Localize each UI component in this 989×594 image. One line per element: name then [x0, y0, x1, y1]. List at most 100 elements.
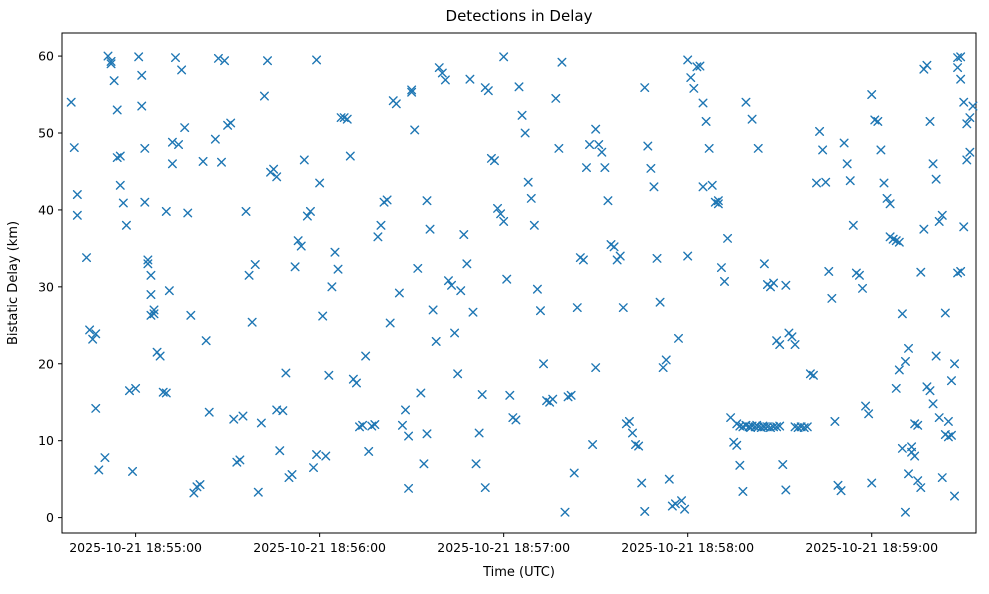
scatter-point	[864, 409, 874, 419]
scatter-point	[815, 126, 825, 136]
scatter-point	[241, 206, 251, 216]
scatter-point	[585, 140, 595, 150]
scatter-point	[873, 116, 883, 126]
scatter-point	[925, 116, 935, 126]
scatter-point	[695, 61, 705, 71]
scatter-point	[735, 460, 745, 470]
scatter-point	[66, 97, 76, 107]
scatter-point	[247, 317, 257, 327]
scatter-point	[664, 474, 674, 484]
scatter-point	[210, 134, 220, 144]
x-tick-label: 2025-10-21 18:57:00	[437, 540, 570, 555]
scatter-point	[416, 388, 426, 398]
scatter-point	[824, 266, 834, 276]
scatter-point	[318, 311, 328, 321]
scatter-point	[453, 369, 463, 379]
scatter-point	[496, 209, 506, 219]
scatter-point	[723, 233, 733, 243]
y-tick-label: 50	[38, 126, 54, 141]
scatter-point	[296, 241, 306, 251]
scatter-point	[535, 306, 545, 316]
scatter-point	[686, 73, 696, 83]
scatter-point	[539, 359, 549, 369]
scatter-point	[312, 450, 322, 460]
scatter-point	[940, 308, 950, 318]
scatter-point	[790, 422, 800, 432]
scatter-point	[591, 124, 601, 134]
scatter-point	[818, 145, 828, 155]
scatter-point	[716, 263, 726, 273]
scatter-point	[741, 97, 751, 107]
scatter-point	[643, 141, 653, 151]
scatter-point	[342, 114, 352, 124]
scatter-point	[965, 147, 975, 157]
scatter-point	[882, 193, 892, 203]
scatter-point	[121, 220, 131, 230]
scatter-point	[885, 199, 895, 209]
scatter-point	[401, 405, 411, 415]
scatter-point	[928, 399, 938, 409]
scatter-point	[680, 504, 690, 514]
scatter-point	[103, 51, 113, 61]
scatter-point	[640, 83, 650, 93]
scatter-point	[361, 351, 371, 361]
scatter-point	[290, 262, 300, 272]
scatter-point	[149, 305, 159, 315]
scatter-point	[618, 303, 628, 313]
scatter-point	[719, 276, 729, 286]
scatter-point	[88, 334, 98, 344]
scatter-point	[502, 274, 512, 284]
scatter-point	[404, 431, 414, 441]
chart-title: Detections in Delay	[446, 7, 593, 25]
scatter-point	[781, 485, 791, 495]
scatter-point	[124, 386, 134, 396]
scatter-point	[489, 156, 499, 166]
scatter-point	[167, 137, 177, 147]
scatter-point	[450, 328, 460, 338]
scatter-point	[419, 459, 429, 469]
scatter-point	[201, 336, 211, 346]
scatter-point	[183, 208, 193, 218]
scatter-point	[149, 309, 159, 319]
scatter-point	[959, 97, 969, 107]
scatter-point	[69, 143, 79, 153]
scatter-point	[134, 52, 144, 62]
scatter-point	[913, 476, 923, 486]
scatter-point	[769, 278, 779, 288]
scatter-point	[220, 56, 230, 66]
scatter-point	[802, 422, 812, 432]
x-tick-label: 2025-10-21 18:58:00	[621, 540, 754, 555]
scatter-point	[385, 318, 395, 328]
scatter-point	[637, 478, 647, 488]
scatter-point	[302, 211, 312, 221]
scatter-point	[324, 370, 334, 380]
scatter-point	[373, 232, 383, 242]
y-tick-label: 0	[46, 510, 54, 525]
scatter-point	[640, 506, 650, 516]
scatter-point	[569, 468, 579, 478]
scatter-point	[376, 220, 386, 230]
scatter-point	[167, 159, 177, 169]
scatter-point	[437, 68, 447, 78]
scatter-point	[410, 125, 420, 135]
scatter-point	[937, 210, 947, 220]
scatter-point	[287, 470, 297, 480]
scatter-point	[474, 428, 484, 438]
scatter-point	[781, 280, 791, 290]
scatter-point	[848, 220, 858, 230]
scatter-point	[772, 422, 782, 432]
scatter-point	[526, 193, 536, 203]
scatter-point	[910, 451, 920, 461]
scatter-point	[216, 157, 226, 167]
x-tick-label: 2025-10-21 18:56:00	[253, 540, 386, 555]
scatter-point	[345, 151, 355, 161]
scatter-point	[161, 388, 171, 398]
scatter-point	[821, 177, 831, 187]
scatter-point	[683, 55, 693, 65]
scatter-point	[683, 251, 693, 261]
scatter-point	[422, 429, 432, 439]
scatter-point	[143, 259, 153, 269]
scatter-point	[594, 140, 604, 150]
scatter-point	[198, 156, 208, 166]
scatter-point	[333, 264, 343, 274]
